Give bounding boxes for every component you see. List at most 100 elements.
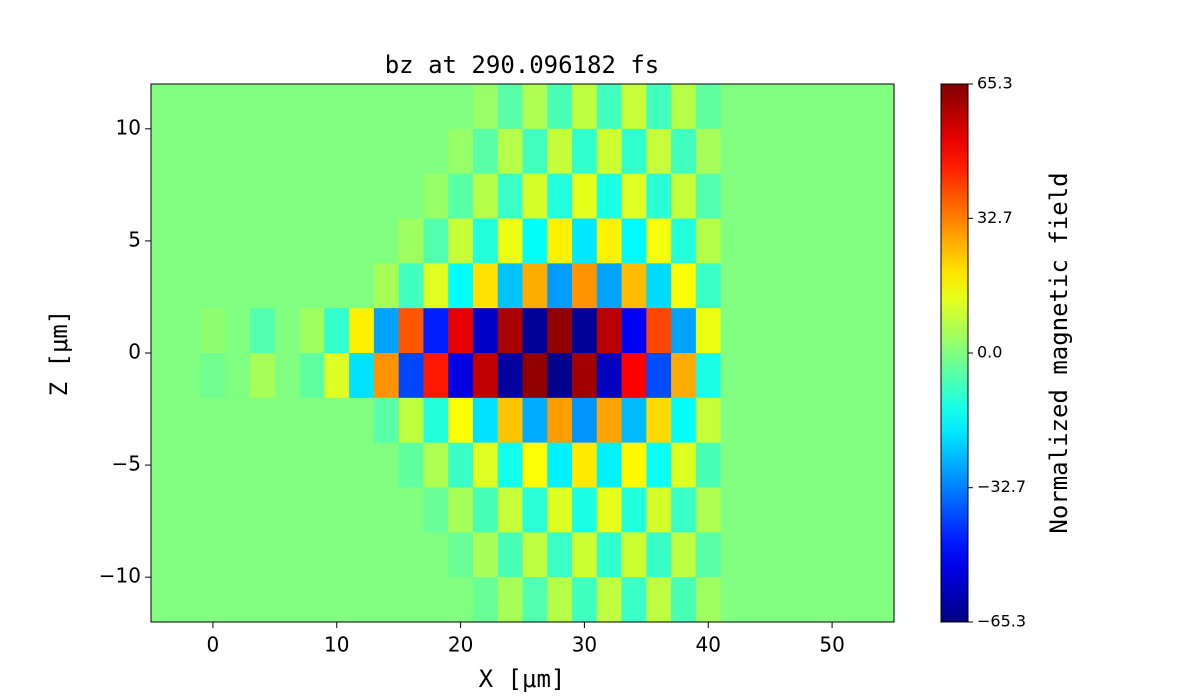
heatmap-cell <box>324 263 350 309</box>
heatmap-cell <box>349 218 375 264</box>
heatmap-cell <box>472 263 499 309</box>
heatmap-cell <box>547 487 573 533</box>
heatmap-cell <box>398 487 424 533</box>
heatmap-cell <box>547 397 573 444</box>
heatmap-cell <box>745 218 771 264</box>
heatmap-cell <box>621 353 647 399</box>
heatmap-cell <box>695 397 722 444</box>
heatmap-cell <box>250 442 276 488</box>
heatmap-cell <box>299 128 325 175</box>
heatmap-cell <box>225 84 251 130</box>
heatmap-cell <box>745 577 771 623</box>
heatmap-cell <box>448 353 474 399</box>
heatmap-cell <box>819 353 845 399</box>
heatmap-cell <box>745 397 771 444</box>
heatmap-cell <box>869 218 895 264</box>
heatmap-cell <box>844 577 870 623</box>
heatmap-cell <box>794 173 821 219</box>
heatmap-cell <box>274 577 301 623</box>
heatmap-cell <box>572 487 598 533</box>
heatmap-cell <box>373 353 400 399</box>
heatmap-cell <box>200 263 226 309</box>
heatmap-cell <box>349 397 375 444</box>
heatmap-cell <box>794 84 821 130</box>
heatmap-cell <box>472 397 499 444</box>
heatmap-cell <box>695 577 722 623</box>
heatmap-cell <box>274 218 301 264</box>
heatmap-cell <box>200 353 226 399</box>
heatmap-cell <box>497 532 523 578</box>
heatmap-cell <box>720 218 746 264</box>
heatmap-cell <box>869 173 895 219</box>
heatmap-cell <box>398 532 424 578</box>
heatmap-cell <box>497 84 523 130</box>
heatmap-cell <box>671 397 697 444</box>
heatmap-cell <box>175 173 202 219</box>
heatmap-cell <box>869 397 895 444</box>
heatmap-cell <box>373 84 400 130</box>
heatmap-cell <box>720 263 746 309</box>
heatmap-cell <box>497 353 523 399</box>
heatmap-cell <box>448 487 474 533</box>
heatmap-cell <box>646 173 672 219</box>
heatmap-cell <box>572 263 598 309</box>
heatmap-cell <box>671 263 697 309</box>
heatmap-cell <box>398 442 424 488</box>
heatmap-cell <box>423 84 449 130</box>
heatmap-cell <box>794 308 821 354</box>
heatmap-cell <box>794 442 821 488</box>
heatmap-cell <box>373 397 400 444</box>
heatmap-cell <box>225 263 251 309</box>
heatmap-cell <box>596 173 623 219</box>
heatmap-cell <box>200 308 226 354</box>
heatmap-cell <box>794 397 821 444</box>
heatmap-cell <box>547 263 573 309</box>
heatmap-cell <box>621 487 647 533</box>
y-axis-label: Z [μm] <box>45 310 73 397</box>
heatmap-cell <box>522 84 548 130</box>
heatmap-cell <box>844 218 870 264</box>
heatmap-cell <box>299 218 325 264</box>
heatmap-cell <box>423 442 449 488</box>
heatmap-cell <box>695 442 722 488</box>
heatmap-cell <box>324 532 350 578</box>
heatmap-cell <box>547 532 573 578</box>
heatmap-cell <box>324 308 350 354</box>
heatmap-cell <box>423 532 449 578</box>
heatmap-cell <box>745 128 771 175</box>
heatmap-cell <box>200 577 226 623</box>
heatmap-cell <box>596 397 623 444</box>
heatmap-cell <box>844 173 870 219</box>
heatmap-cell <box>274 173 301 219</box>
heatmap-cell <box>671 173 697 219</box>
heatmap-cell <box>324 577 350 623</box>
heatmap-cell <box>497 577 523 623</box>
heatmap-cell <box>745 532 771 578</box>
heatmap-cell <box>646 577 672 623</box>
heatmap-cell <box>646 487 672 533</box>
heatmap-cell <box>770 218 796 264</box>
x-tick-label: 10 <box>324 633 349 657</box>
heatmap-cell <box>472 442 499 488</box>
heatmap-cell <box>373 487 400 533</box>
heatmap-cell <box>151 442 177 488</box>
heatmap-cell <box>448 532 474 578</box>
heatmap-cell <box>373 442 400 488</box>
heatmap-cell <box>596 308 623 354</box>
heatmap-cell <box>596 442 623 488</box>
heatmap-cell <box>472 487 499 533</box>
heatmap-cell <box>572 128 598 175</box>
colorbar <box>940 83 969 623</box>
heatmap-cell <box>448 397 474 444</box>
heatmap-cell <box>720 487 746 533</box>
heatmap-cell <box>398 128 424 175</box>
heatmap-cell <box>472 532 499 578</box>
heatmap-cell <box>151 128 177 175</box>
heatmap-cell <box>423 173 449 219</box>
heatmap-cell <box>522 263 548 309</box>
heatmap-cell <box>175 84 202 130</box>
heatmap-cell <box>324 128 350 175</box>
heatmap-cell <box>794 263 821 309</box>
heatmap-cell <box>250 84 276 130</box>
